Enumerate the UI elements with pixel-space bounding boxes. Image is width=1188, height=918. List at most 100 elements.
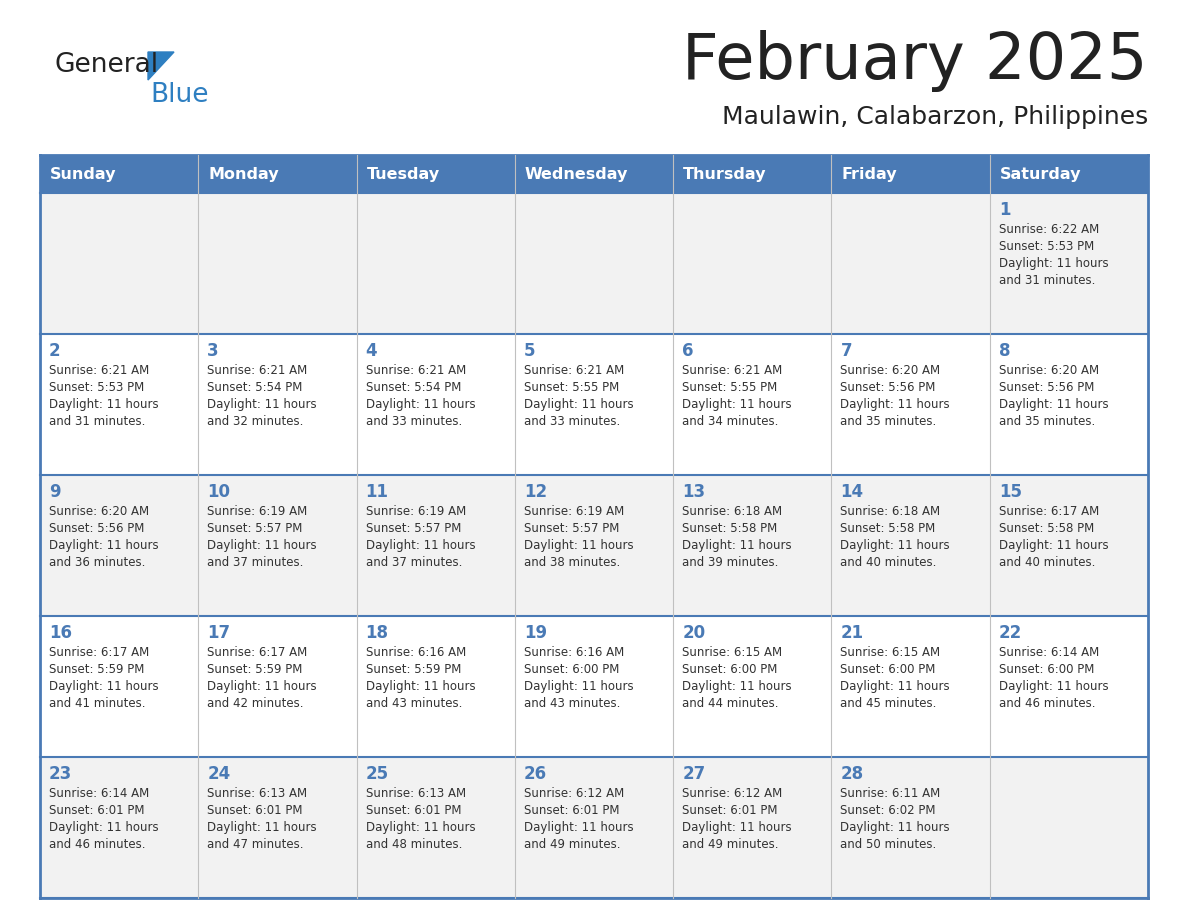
Text: Sunset: 5:53 PM: Sunset: 5:53 PM xyxy=(49,381,144,394)
Bar xyxy=(356,155,514,193)
Text: Daylight: 11 hours: Daylight: 11 hours xyxy=(682,398,791,411)
Text: 14: 14 xyxy=(840,483,864,501)
Text: 26: 26 xyxy=(524,765,546,783)
Text: Sunrise: 6:18 AM: Sunrise: 6:18 AM xyxy=(840,505,941,518)
Text: Sunset: 5:57 PM: Sunset: 5:57 PM xyxy=(524,522,619,535)
Text: and 41 minutes.: and 41 minutes. xyxy=(49,697,145,710)
Text: Sunset: 5:57 PM: Sunset: 5:57 PM xyxy=(207,522,303,535)
Text: Sunrise: 6:16 AM: Sunrise: 6:16 AM xyxy=(524,646,624,659)
Text: Sunrise: 6:14 AM: Sunrise: 6:14 AM xyxy=(999,646,1099,659)
Text: Sunset: 5:54 PM: Sunset: 5:54 PM xyxy=(366,381,461,394)
Text: Daylight: 11 hours: Daylight: 11 hours xyxy=(840,398,950,411)
Text: Sunrise: 6:14 AM: Sunrise: 6:14 AM xyxy=(49,787,150,800)
Text: Sunrise: 6:20 AM: Sunrise: 6:20 AM xyxy=(840,364,941,377)
Text: and 33 minutes.: and 33 minutes. xyxy=(366,415,462,428)
Text: Daylight: 11 hours: Daylight: 11 hours xyxy=(999,257,1108,270)
Bar xyxy=(990,475,1148,616)
Bar xyxy=(198,616,356,757)
Text: Sunset: 5:57 PM: Sunset: 5:57 PM xyxy=(366,522,461,535)
Text: 15: 15 xyxy=(999,483,1022,501)
Text: Sunrise: 6:21 AM: Sunrise: 6:21 AM xyxy=(682,364,783,377)
Bar xyxy=(832,475,990,616)
Text: Daylight: 11 hours: Daylight: 11 hours xyxy=(524,398,633,411)
Text: Sunrise: 6:17 AM: Sunrise: 6:17 AM xyxy=(207,646,308,659)
Text: and 31 minutes.: and 31 minutes. xyxy=(999,274,1095,287)
Text: and 47 minutes.: and 47 minutes. xyxy=(207,838,304,851)
Text: and 50 minutes.: and 50 minutes. xyxy=(840,838,936,851)
Bar xyxy=(674,334,832,475)
Text: and 31 minutes.: and 31 minutes. xyxy=(49,415,145,428)
Text: Sunrise: 6:11 AM: Sunrise: 6:11 AM xyxy=(840,787,941,800)
Text: and 46 minutes.: and 46 minutes. xyxy=(49,838,145,851)
Bar xyxy=(990,155,1148,193)
Text: Sunset: 5:58 PM: Sunset: 5:58 PM xyxy=(840,522,936,535)
Text: Sunrise: 6:19 AM: Sunrise: 6:19 AM xyxy=(207,505,308,518)
Text: and 42 minutes.: and 42 minutes. xyxy=(207,697,304,710)
Text: 12: 12 xyxy=(524,483,546,501)
Text: Sunrise: 6:19 AM: Sunrise: 6:19 AM xyxy=(366,505,466,518)
Text: February 2025: February 2025 xyxy=(682,30,1148,92)
Text: Sunrise: 6:21 AM: Sunrise: 6:21 AM xyxy=(207,364,308,377)
Text: Sunset: 6:00 PM: Sunset: 6:00 PM xyxy=(682,663,777,676)
Bar xyxy=(832,757,990,898)
Bar xyxy=(198,757,356,898)
Bar xyxy=(674,155,832,193)
Text: Daylight: 11 hours: Daylight: 11 hours xyxy=(999,398,1108,411)
Bar xyxy=(514,193,674,334)
Text: and 40 minutes.: and 40 minutes. xyxy=(999,556,1095,569)
Text: Blue: Blue xyxy=(150,82,209,108)
Text: Sunrise: 6:13 AM: Sunrise: 6:13 AM xyxy=(366,787,466,800)
Text: 27: 27 xyxy=(682,765,706,783)
Text: 4: 4 xyxy=(366,342,378,360)
Bar xyxy=(40,334,198,475)
Text: Daylight: 11 hours: Daylight: 11 hours xyxy=(524,680,633,693)
Text: and 34 minutes.: and 34 minutes. xyxy=(682,415,778,428)
Text: and 43 minutes.: and 43 minutes. xyxy=(366,697,462,710)
Text: Sunrise: 6:18 AM: Sunrise: 6:18 AM xyxy=(682,505,782,518)
Text: Sunrise: 6:16 AM: Sunrise: 6:16 AM xyxy=(366,646,466,659)
Text: Maulawin, Calabarzon, Philippines: Maulawin, Calabarzon, Philippines xyxy=(722,105,1148,129)
Text: Sunrise: 6:22 AM: Sunrise: 6:22 AM xyxy=(999,223,1099,236)
Text: Sunset: 5:59 PM: Sunset: 5:59 PM xyxy=(207,663,303,676)
Text: Sunset: 5:56 PM: Sunset: 5:56 PM xyxy=(999,381,1094,394)
Bar xyxy=(198,193,356,334)
Text: Daylight: 11 hours: Daylight: 11 hours xyxy=(366,821,475,834)
Text: 18: 18 xyxy=(366,624,388,642)
Text: 23: 23 xyxy=(49,765,72,783)
Text: Sunrise: 6:15 AM: Sunrise: 6:15 AM xyxy=(682,646,782,659)
Text: Daylight: 11 hours: Daylight: 11 hours xyxy=(366,680,475,693)
Text: Sunset: 6:01 PM: Sunset: 6:01 PM xyxy=(49,804,145,817)
Bar xyxy=(990,616,1148,757)
Text: Monday: Monday xyxy=(208,166,279,182)
Text: Daylight: 11 hours: Daylight: 11 hours xyxy=(49,539,159,552)
Text: Sunrise: 6:13 AM: Sunrise: 6:13 AM xyxy=(207,787,308,800)
Text: Sunset: 6:01 PM: Sunset: 6:01 PM xyxy=(207,804,303,817)
Text: Sunset: 6:00 PM: Sunset: 6:00 PM xyxy=(999,663,1094,676)
Bar xyxy=(674,757,832,898)
Text: 8: 8 xyxy=(999,342,1010,360)
Text: Daylight: 11 hours: Daylight: 11 hours xyxy=(840,539,950,552)
Bar xyxy=(198,155,356,193)
Text: 17: 17 xyxy=(207,624,230,642)
Text: Sunset: 5:53 PM: Sunset: 5:53 PM xyxy=(999,240,1094,253)
Text: Friday: Friday xyxy=(841,166,897,182)
Text: Sunset: 5:59 PM: Sunset: 5:59 PM xyxy=(366,663,461,676)
Text: Sunset: 6:00 PM: Sunset: 6:00 PM xyxy=(840,663,936,676)
Text: Daylight: 11 hours: Daylight: 11 hours xyxy=(840,680,950,693)
Bar xyxy=(674,616,832,757)
Bar xyxy=(356,757,514,898)
Bar xyxy=(40,475,198,616)
Bar xyxy=(514,334,674,475)
Polygon shape xyxy=(148,52,173,80)
Text: Daylight: 11 hours: Daylight: 11 hours xyxy=(207,398,317,411)
Text: and 49 minutes.: and 49 minutes. xyxy=(524,838,620,851)
Text: and 35 minutes.: and 35 minutes. xyxy=(999,415,1095,428)
Bar xyxy=(674,475,832,616)
Text: Daylight: 11 hours: Daylight: 11 hours xyxy=(49,821,159,834)
Bar xyxy=(198,334,356,475)
Text: Sunset: 5:54 PM: Sunset: 5:54 PM xyxy=(207,381,303,394)
Bar xyxy=(40,757,198,898)
Bar xyxy=(832,193,990,334)
Text: Daylight: 11 hours: Daylight: 11 hours xyxy=(207,539,317,552)
Bar xyxy=(40,155,198,193)
